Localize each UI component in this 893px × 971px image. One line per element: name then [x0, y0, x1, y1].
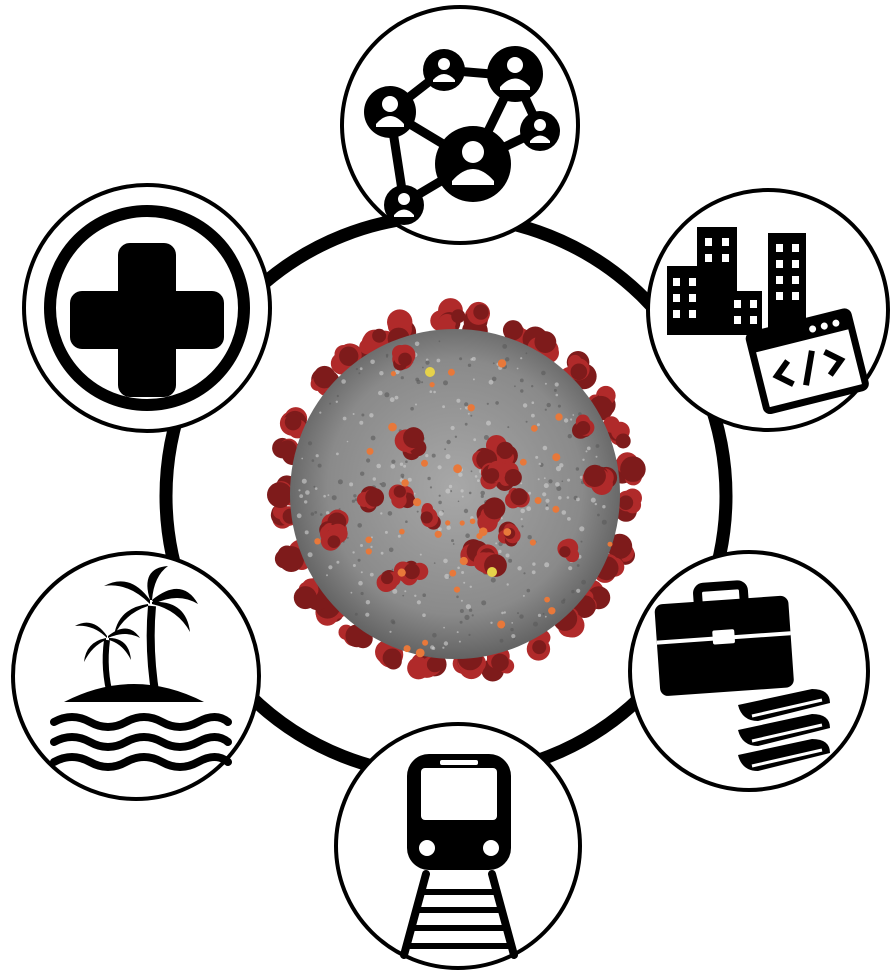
medical-cross-icon [44, 205, 250, 411]
train-icon [400, 754, 518, 959]
node-education-work [628, 550, 870, 792]
people-network-icon [364, 46, 560, 225]
node-tech-industry [646, 188, 890, 432]
node-social-network [340, 5, 580, 245]
node-tourism [11, 551, 261, 801]
node-transport [334, 722, 582, 970]
palm-island-icon [50, 566, 232, 771]
coronavirus-icon [267, 298, 646, 682]
briefcase-books-icon [654, 580, 830, 771]
node-healthcare [22, 183, 272, 433]
city-code-icon [667, 227, 869, 415]
